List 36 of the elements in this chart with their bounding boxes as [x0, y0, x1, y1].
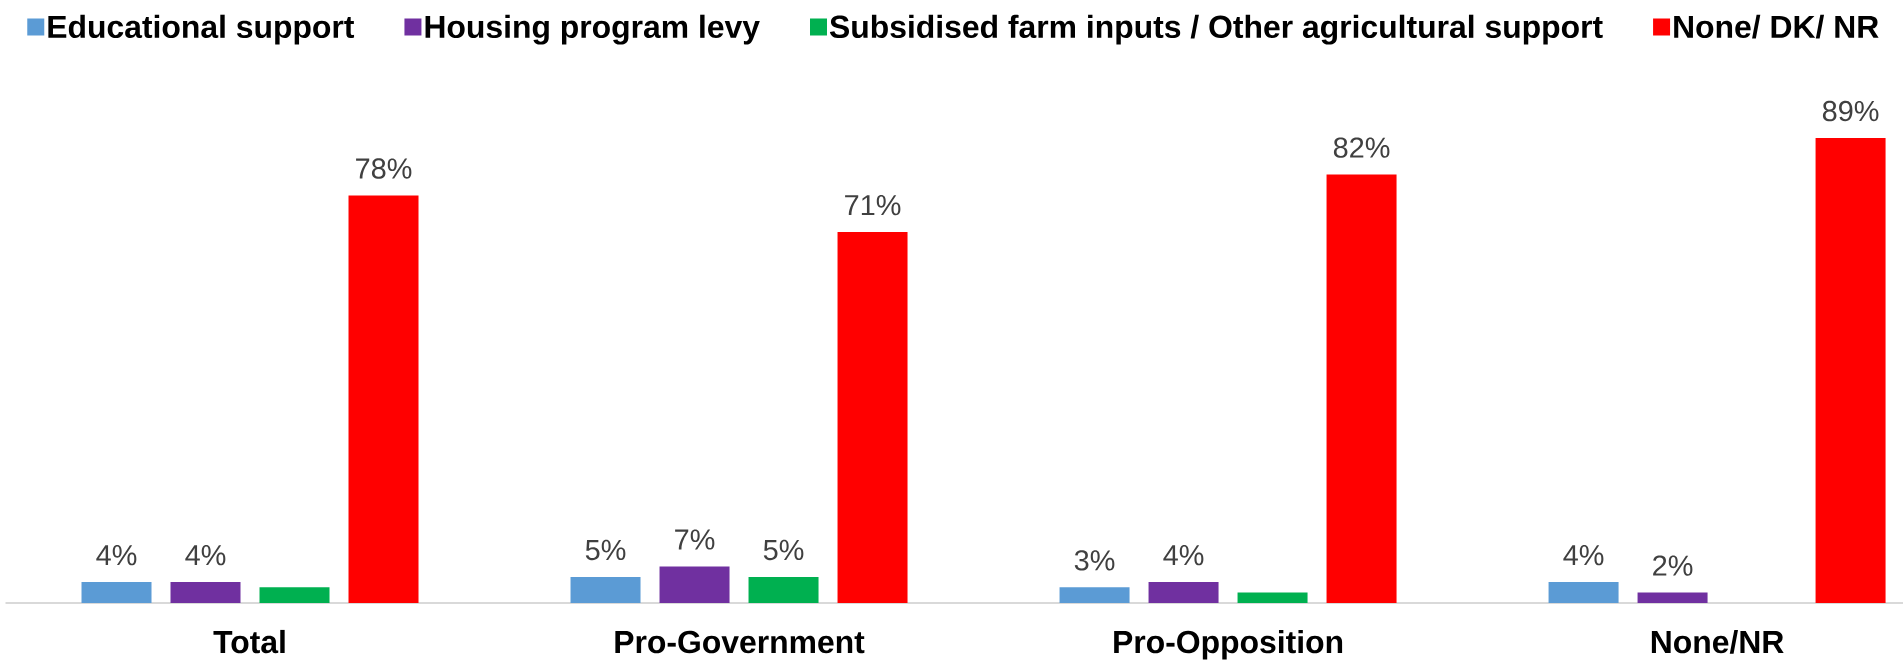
bar: [570, 576, 641, 603]
bar: [1637, 592, 1708, 603]
data-label: 4%: [96, 545, 137, 566]
bar: [170, 582, 241, 603]
data-label: 5%: [585, 539, 626, 561]
bar: [837, 232, 908, 603]
x-tick-label: Total: [213, 629, 285, 654]
x-tick-label: Pro-Opposition: [1114, 629, 1343, 660]
bar: [81, 582, 152, 603]
legend-label: Housing program levy: [425, 14, 760, 45]
legend-label: Educational support: [48, 14, 355, 45]
data-label: 82%: [1333, 137, 1390, 158]
data-label: 2%: [1653, 555, 1693, 576]
bar: [1059, 587, 1130, 603]
data-label: 5%: [763, 539, 804, 561]
bar: [348, 195, 419, 603]
data-label: 7%: [675, 529, 715, 550]
bar: [259, 587, 330, 603]
data-label: 71%: [845, 194, 901, 216]
data-label: 4%: [1563, 545, 1604, 566]
data-label: 3%: [1074, 550, 1115, 571]
data-label: 89%: [1822, 100, 1879, 122]
bar: [1815, 138, 1886, 603]
x-tick-label: None/NR: [1651, 629, 1784, 654]
bar: [1548, 582, 1619, 603]
bar: [659, 566, 730, 603]
data-label: 4%: [185, 545, 226, 566]
legend-label: Subsidised farm inputs / Other agricultural support: [829, 14, 1603, 45]
data-label: 4%: [1163, 545, 1204, 566]
legend-label: None/ DK/ NR: [1674, 14, 1879, 39]
bar: [1237, 592, 1308, 603]
x-tick-label: Pro-Government: [615, 630, 865, 654]
data-label: 78%: [356, 158, 412, 179]
bar: [1326, 174, 1397, 603]
bar: [1148, 582, 1219, 603]
bar: [748, 576, 819, 603]
